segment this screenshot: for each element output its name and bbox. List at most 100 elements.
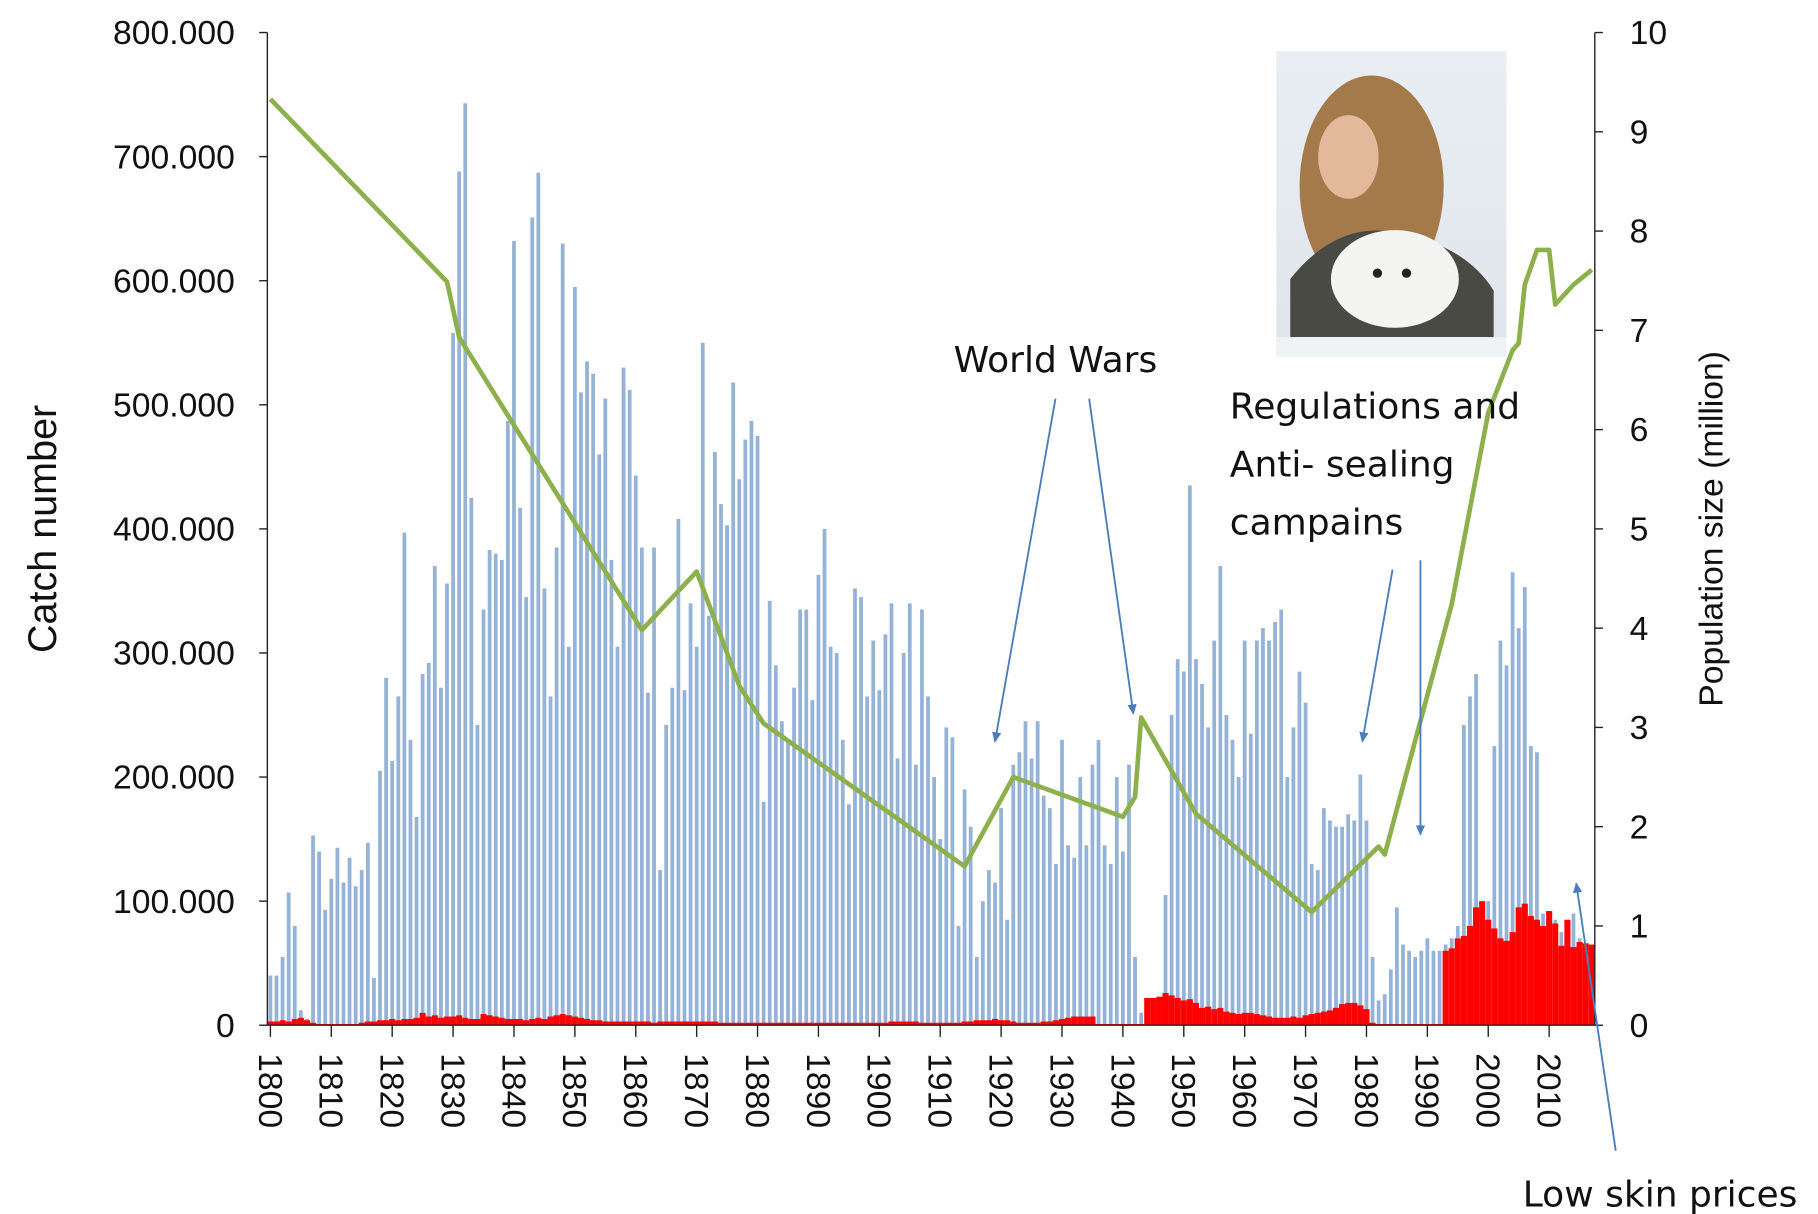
bar (1052, 1020, 1059, 1026)
bar (853, 588, 857, 1026)
x-tick-label: 1850 (555, 1053, 593, 1128)
bar (437, 1017, 444, 1026)
bar (372, 978, 376, 1026)
bar (1546, 911, 1553, 1026)
bar (955, 1022, 962, 1026)
bar (620, 1021, 627, 1026)
bar (1162, 992, 1169, 1026)
bar (999, 808, 1003, 1026)
bar (390, 760, 395, 1026)
bar (1510, 572, 1515, 1026)
bar (1527, 916, 1534, 1026)
bar (378, 770, 382, 1026)
bar (329, 878, 334, 1026)
bar (717, 1022, 725, 1026)
bar (1462, 724, 1466, 1026)
bar (920, 609, 924, 1026)
bar (1533, 919, 1541, 1026)
bar (1139, 1012, 1144, 1026)
bar (675, 1021, 682, 1026)
bar (1248, 733, 1253, 1026)
bar (1466, 925, 1474, 1026)
bar (1296, 1017, 1303, 1026)
bar (1011, 764, 1016, 1026)
x-tick-label: 1820 (373, 1053, 411, 1128)
bar (731, 382, 736, 1026)
bar (1200, 683, 1204, 1026)
bar (1016, 1022, 1023, 1026)
bar (1065, 1017, 1072, 1026)
bar (1010, 1021, 1017, 1026)
bar (1284, 1017, 1291, 1026)
bar (1454, 938, 1461, 1026)
bar (1192, 1002, 1200, 1026)
bar (279, 1020, 286, 1026)
bar (1102, 845, 1107, 1026)
bar (1442, 950, 1449, 1026)
bar (773, 665, 778, 1026)
y-tick-label: 100.000 (113, 883, 235, 921)
bar (443, 1016, 451, 1026)
bar (1017, 752, 1022, 1026)
bar (786, 739, 790, 1026)
y2-tick-label: 9 (1630, 113, 1649, 151)
bar (286, 892, 291, 1026)
x-tick-label: 1880 (738, 1053, 776, 1128)
bar (846, 804, 851, 1026)
bar (1448, 948, 1455, 1026)
bar (1144, 997, 1151, 1026)
bar (1206, 727, 1211, 1026)
bar (1290, 1016, 1297, 1026)
bar (566, 646, 571, 1026)
bar (1279, 609, 1284, 1026)
bar (1460, 935, 1467, 1026)
bar (1022, 1022, 1029, 1026)
bar (590, 1020, 597, 1026)
bar (748, 1022, 755, 1026)
bar (912, 1021, 919, 1026)
bar (517, 1019, 524, 1026)
bar (882, 1022, 889, 1026)
bar (901, 652, 906, 1026)
bar (370, 1021, 377, 1026)
bar (1474, 674, 1478, 1026)
bar (1218, 566, 1223, 1026)
bar (1217, 1007, 1224, 1026)
bar (1521, 903, 1528, 1026)
population-line (268, 97, 1594, 915)
bar (895, 758, 900, 1026)
bar (944, 727, 949, 1026)
bar (883, 634, 888, 1026)
bar (1401, 944, 1405, 1026)
annotation: Low skin prices (1523, 1175, 1798, 1214)
bar (1370, 956, 1375, 1026)
bar (456, 1015, 463, 1026)
bar (791, 1022, 798, 1026)
bar (529, 1019, 536, 1026)
bar (384, 677, 388, 1026)
bar (1235, 1014, 1242, 1026)
bar (858, 1022, 865, 1026)
bar (1503, 940, 1510, 1026)
bar (1332, 1007, 1340, 1026)
bar (865, 696, 870, 1026)
bar (1181, 671, 1186, 1026)
bar (754, 1022, 761, 1026)
bar (1576, 942, 1583, 1026)
bar (547, 1016, 554, 1026)
bar (828, 646, 833, 1026)
bar (736, 1022, 743, 1026)
bar (402, 532, 407, 1026)
bar (780, 721, 784, 1026)
annotation: campains (1230, 503, 1403, 544)
bar (1224, 715, 1229, 1026)
bar (487, 549, 492, 1026)
bar (924, 1022, 932, 1026)
bar (913, 764, 918, 1026)
y-tick-label: 200.000 (113, 759, 235, 797)
bar (420, 674, 425, 1026)
bar (968, 826, 973, 1026)
bar (347, 857, 352, 1026)
bar (1278, 1017, 1285, 1026)
bar (687, 1021, 694, 1026)
